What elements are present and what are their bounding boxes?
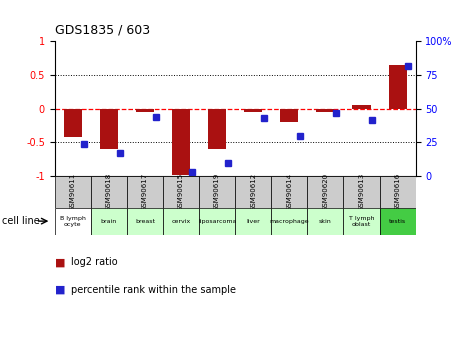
Bar — [100, 109, 118, 149]
Bar — [55, 208, 91, 235]
Bar — [163, 208, 199, 235]
Bar — [91, 176, 127, 208]
Bar — [127, 176, 163, 208]
Text: liver: liver — [247, 219, 260, 224]
Text: liposarcoma: liposarcoma — [198, 219, 236, 224]
Text: brain: brain — [101, 219, 117, 224]
Text: GDS1835 / 603: GDS1835 / 603 — [55, 23, 150, 36]
Text: GSM90618: GSM90618 — [106, 173, 112, 211]
Bar — [208, 109, 226, 149]
Text: GSM90613: GSM90613 — [359, 173, 364, 211]
Text: percentile rank within the sample: percentile rank within the sample — [71, 285, 236, 295]
Bar — [271, 176, 307, 208]
Text: GSM90615: GSM90615 — [178, 173, 184, 211]
Bar — [380, 208, 416, 235]
Text: log2 ratio: log2 ratio — [71, 257, 118, 267]
Bar — [307, 176, 343, 208]
Bar — [172, 109, 190, 175]
Text: GSM90612: GSM90612 — [250, 173, 256, 211]
Text: ■: ■ — [55, 257, 65, 267]
Bar — [316, 109, 334, 112]
Text: ■: ■ — [55, 285, 65, 295]
Bar — [64, 109, 82, 137]
Text: GSM90619: GSM90619 — [214, 173, 220, 211]
Text: B lymph
ocyte: B lymph ocyte — [60, 216, 86, 227]
Text: GSM90614: GSM90614 — [286, 173, 292, 211]
Bar — [235, 208, 271, 235]
Bar — [199, 176, 235, 208]
Bar — [235, 176, 271, 208]
Bar — [352, 106, 370, 109]
Bar — [91, 208, 127, 235]
Text: GSM90620: GSM90620 — [323, 173, 328, 211]
Bar — [343, 208, 380, 235]
Bar — [271, 208, 307, 235]
Bar — [136, 109, 154, 112]
Bar — [307, 208, 343, 235]
Text: breast: breast — [135, 219, 155, 224]
Text: macrophage: macrophage — [269, 219, 309, 224]
Text: cell line: cell line — [2, 216, 40, 226]
Bar — [343, 176, 380, 208]
Text: T lymph
oblast: T lymph oblast — [349, 216, 374, 227]
Bar — [244, 109, 262, 112]
Text: GSM90611: GSM90611 — [70, 173, 76, 211]
Text: cervix: cervix — [171, 219, 190, 224]
Bar — [380, 176, 416, 208]
Bar — [199, 208, 235, 235]
Bar — [55, 176, 91, 208]
Bar — [163, 176, 199, 208]
Bar — [127, 208, 163, 235]
Text: GSM90617: GSM90617 — [142, 173, 148, 211]
Text: testis: testis — [389, 219, 406, 224]
Bar — [280, 109, 298, 122]
Text: GSM90616: GSM90616 — [395, 173, 400, 211]
Text: skin: skin — [319, 219, 332, 224]
Bar — [389, 65, 407, 109]
